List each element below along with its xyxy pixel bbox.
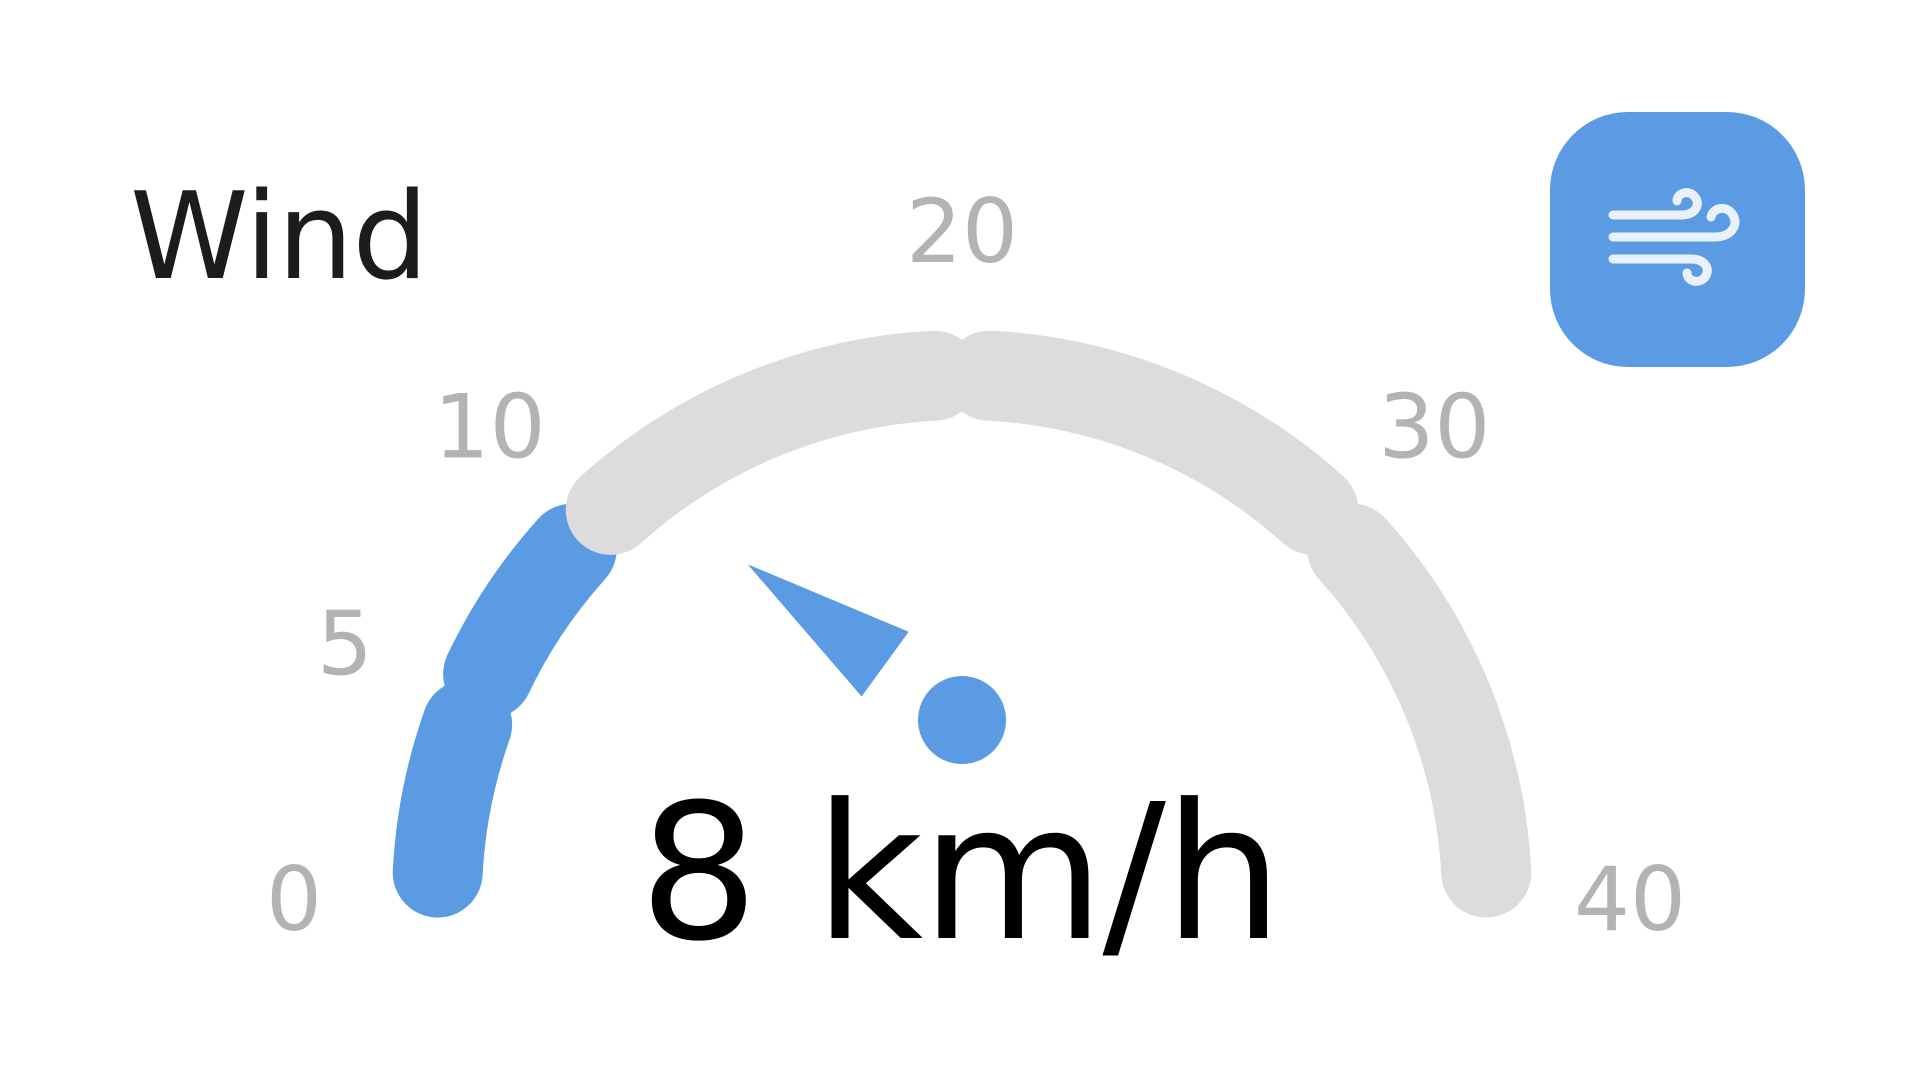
gauge-tick-label: 30 [1378, 376, 1490, 479]
gauge-needle [747, 564, 909, 697]
gauge-needle-hub [918, 676, 1006, 764]
wind-speed-unit: km/h [814, 764, 1282, 983]
gauge-tick-label: 20 [906, 180, 1018, 283]
wind-speed-value: 8 [639, 764, 759, 983]
gauge-tick-label: 0 [266, 848, 322, 951]
wind-button[interactable] [1550, 112, 1805, 367]
gauge-segment [1307, 503, 1532, 918]
gauge-segment [392, 679, 513, 918]
widget-title: Wind [130, 168, 429, 307]
wind-icon [1608, 187, 1739, 286]
gauge-tick-label: 40 [1574, 848, 1686, 951]
gauge-tick-label: 5 [317, 592, 373, 695]
gauge-segment [944, 330, 1359, 555]
gauge-tick-label: 10 [434, 376, 546, 479]
wind-speed-readout: 8 km/h [610, 780, 1310, 968]
gauge-segment [565, 330, 980, 555]
gauge-segment [443, 503, 617, 719]
